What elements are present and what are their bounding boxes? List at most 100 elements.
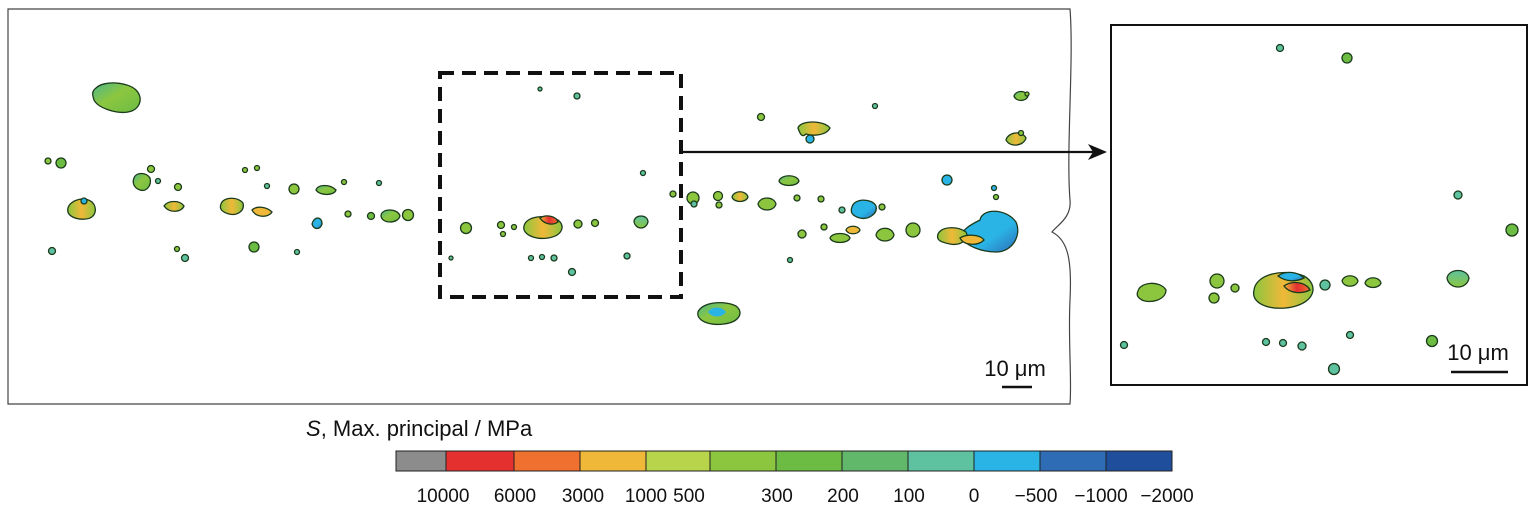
particle (633, 215, 649, 229)
colorbar-tick-label: 100 (893, 486, 925, 507)
particle (820, 223, 828, 231)
particle (55, 157, 67, 169)
colorbar-title: S, Max. principal / MPa (306, 416, 533, 441)
particle (1319, 279, 1331, 291)
particle (1136, 282, 1167, 303)
colorbar-tick-label: −500 (1015, 486, 1058, 507)
particle (499, 230, 507, 238)
particle (1261, 337, 1271, 347)
particle (248, 241, 260, 253)
particle (829, 232, 851, 244)
colorbar-cell (973, 450, 1041, 472)
colorbar-cell (645, 450, 711, 472)
particle (1297, 341, 1307, 351)
particle (1278, 338, 1288, 348)
particle (340, 178, 348, 186)
particle (690, 200, 698, 208)
particle (538, 253, 546, 261)
particle-field (44, 82, 1030, 326)
particle (1283, 281, 1311, 294)
particle (871, 102, 879, 110)
particle (573, 92, 581, 100)
colorbar-tick-label: −2000 (1140, 486, 1193, 507)
particle (850, 199, 877, 220)
particle (380, 209, 401, 223)
particle (1446, 269, 1470, 288)
colorbar-tick-labels: 10000 6000 3000 1000 500 300 200 100 0 −500 −1000−… (417, 486, 1194, 507)
particle (1275, 43, 1285, 53)
particle (401, 208, 415, 222)
particle (366, 211, 376, 221)
particle (712, 190, 724, 202)
inset-particle-field (1119, 43, 1519, 376)
particle (1208, 292, 1220, 304)
particle (311, 217, 323, 230)
particle (67, 198, 97, 220)
particle (1119, 340, 1129, 350)
colorbar-cell (907, 450, 975, 472)
particle (961, 210, 1019, 253)
colorbar-cell (841, 450, 909, 472)
particle (550, 254, 558, 262)
particle (241, 166, 249, 174)
particle (1341, 52, 1353, 64)
particle (756, 112, 766, 122)
main-scale-bar-label: 10 μm (984, 356, 1046, 381)
colorbar-tick-label: 300 (761, 486, 793, 507)
particle (838, 206, 846, 214)
particle (941, 174, 953, 186)
colorbar: S, Max. principal / MPa 10000 6000 3000 100… (306, 416, 1194, 507)
particle (180, 253, 190, 263)
particle (448, 255, 454, 261)
colorbar-cell (1105, 450, 1173, 472)
particle (263, 182, 271, 190)
particle (878, 203, 886, 211)
particle (778, 175, 800, 187)
particle (527, 254, 535, 262)
main-panel: 10 μm (7, 8, 1107, 405)
particle (805, 134, 815, 144)
colorbar-tick-label: 200 (827, 486, 859, 507)
colorbar-tick-label: 500 (673, 486, 705, 507)
colorbar-title-symbol: S (306, 416, 321, 441)
particle (639, 169, 647, 177)
colorbar-cell (513, 450, 581, 472)
colorbar-cell (395, 450, 447, 472)
inset-panel: 10 μm (1110, 24, 1528, 386)
particle (669, 190, 677, 198)
particle (44, 157, 52, 165)
particle (905, 222, 921, 238)
particle (623, 252, 631, 260)
colorbar-cell (579, 450, 647, 472)
particle (567, 267, 577, 277)
particle (797, 229, 807, 239)
particle (315, 184, 337, 196)
colorbar-cell (775, 450, 843, 472)
particle (1341, 275, 1359, 287)
colorbar-cell (445, 450, 515, 472)
particle (1017, 129, 1025, 137)
particle (146, 164, 156, 174)
colorbar-tick-label: 10000 (417, 486, 470, 507)
particle (731, 191, 749, 203)
particle (496, 220, 506, 230)
particle (132, 172, 152, 192)
particle (1425, 334, 1439, 348)
particle (173, 245, 181, 253)
particle (288, 183, 300, 195)
particle (797, 121, 831, 137)
colorbar-cell (1039, 450, 1107, 472)
inset-scale-bar-label: 10 μm (1447, 340, 1509, 365)
particle (793, 194, 801, 202)
particle (293, 248, 301, 256)
particle (47, 246, 57, 256)
colorbar-tick-label: 6000 (494, 486, 536, 507)
particle (1276, 271, 1306, 282)
particle (573, 219, 583, 229)
particle (1364, 277, 1382, 289)
particle (1327, 362, 1341, 376)
colorbar-tick-label: −1000 (1074, 486, 1127, 507)
particle (875, 227, 895, 242)
colorbar-tick-label: 3000 (562, 486, 604, 507)
particle (163, 200, 185, 212)
